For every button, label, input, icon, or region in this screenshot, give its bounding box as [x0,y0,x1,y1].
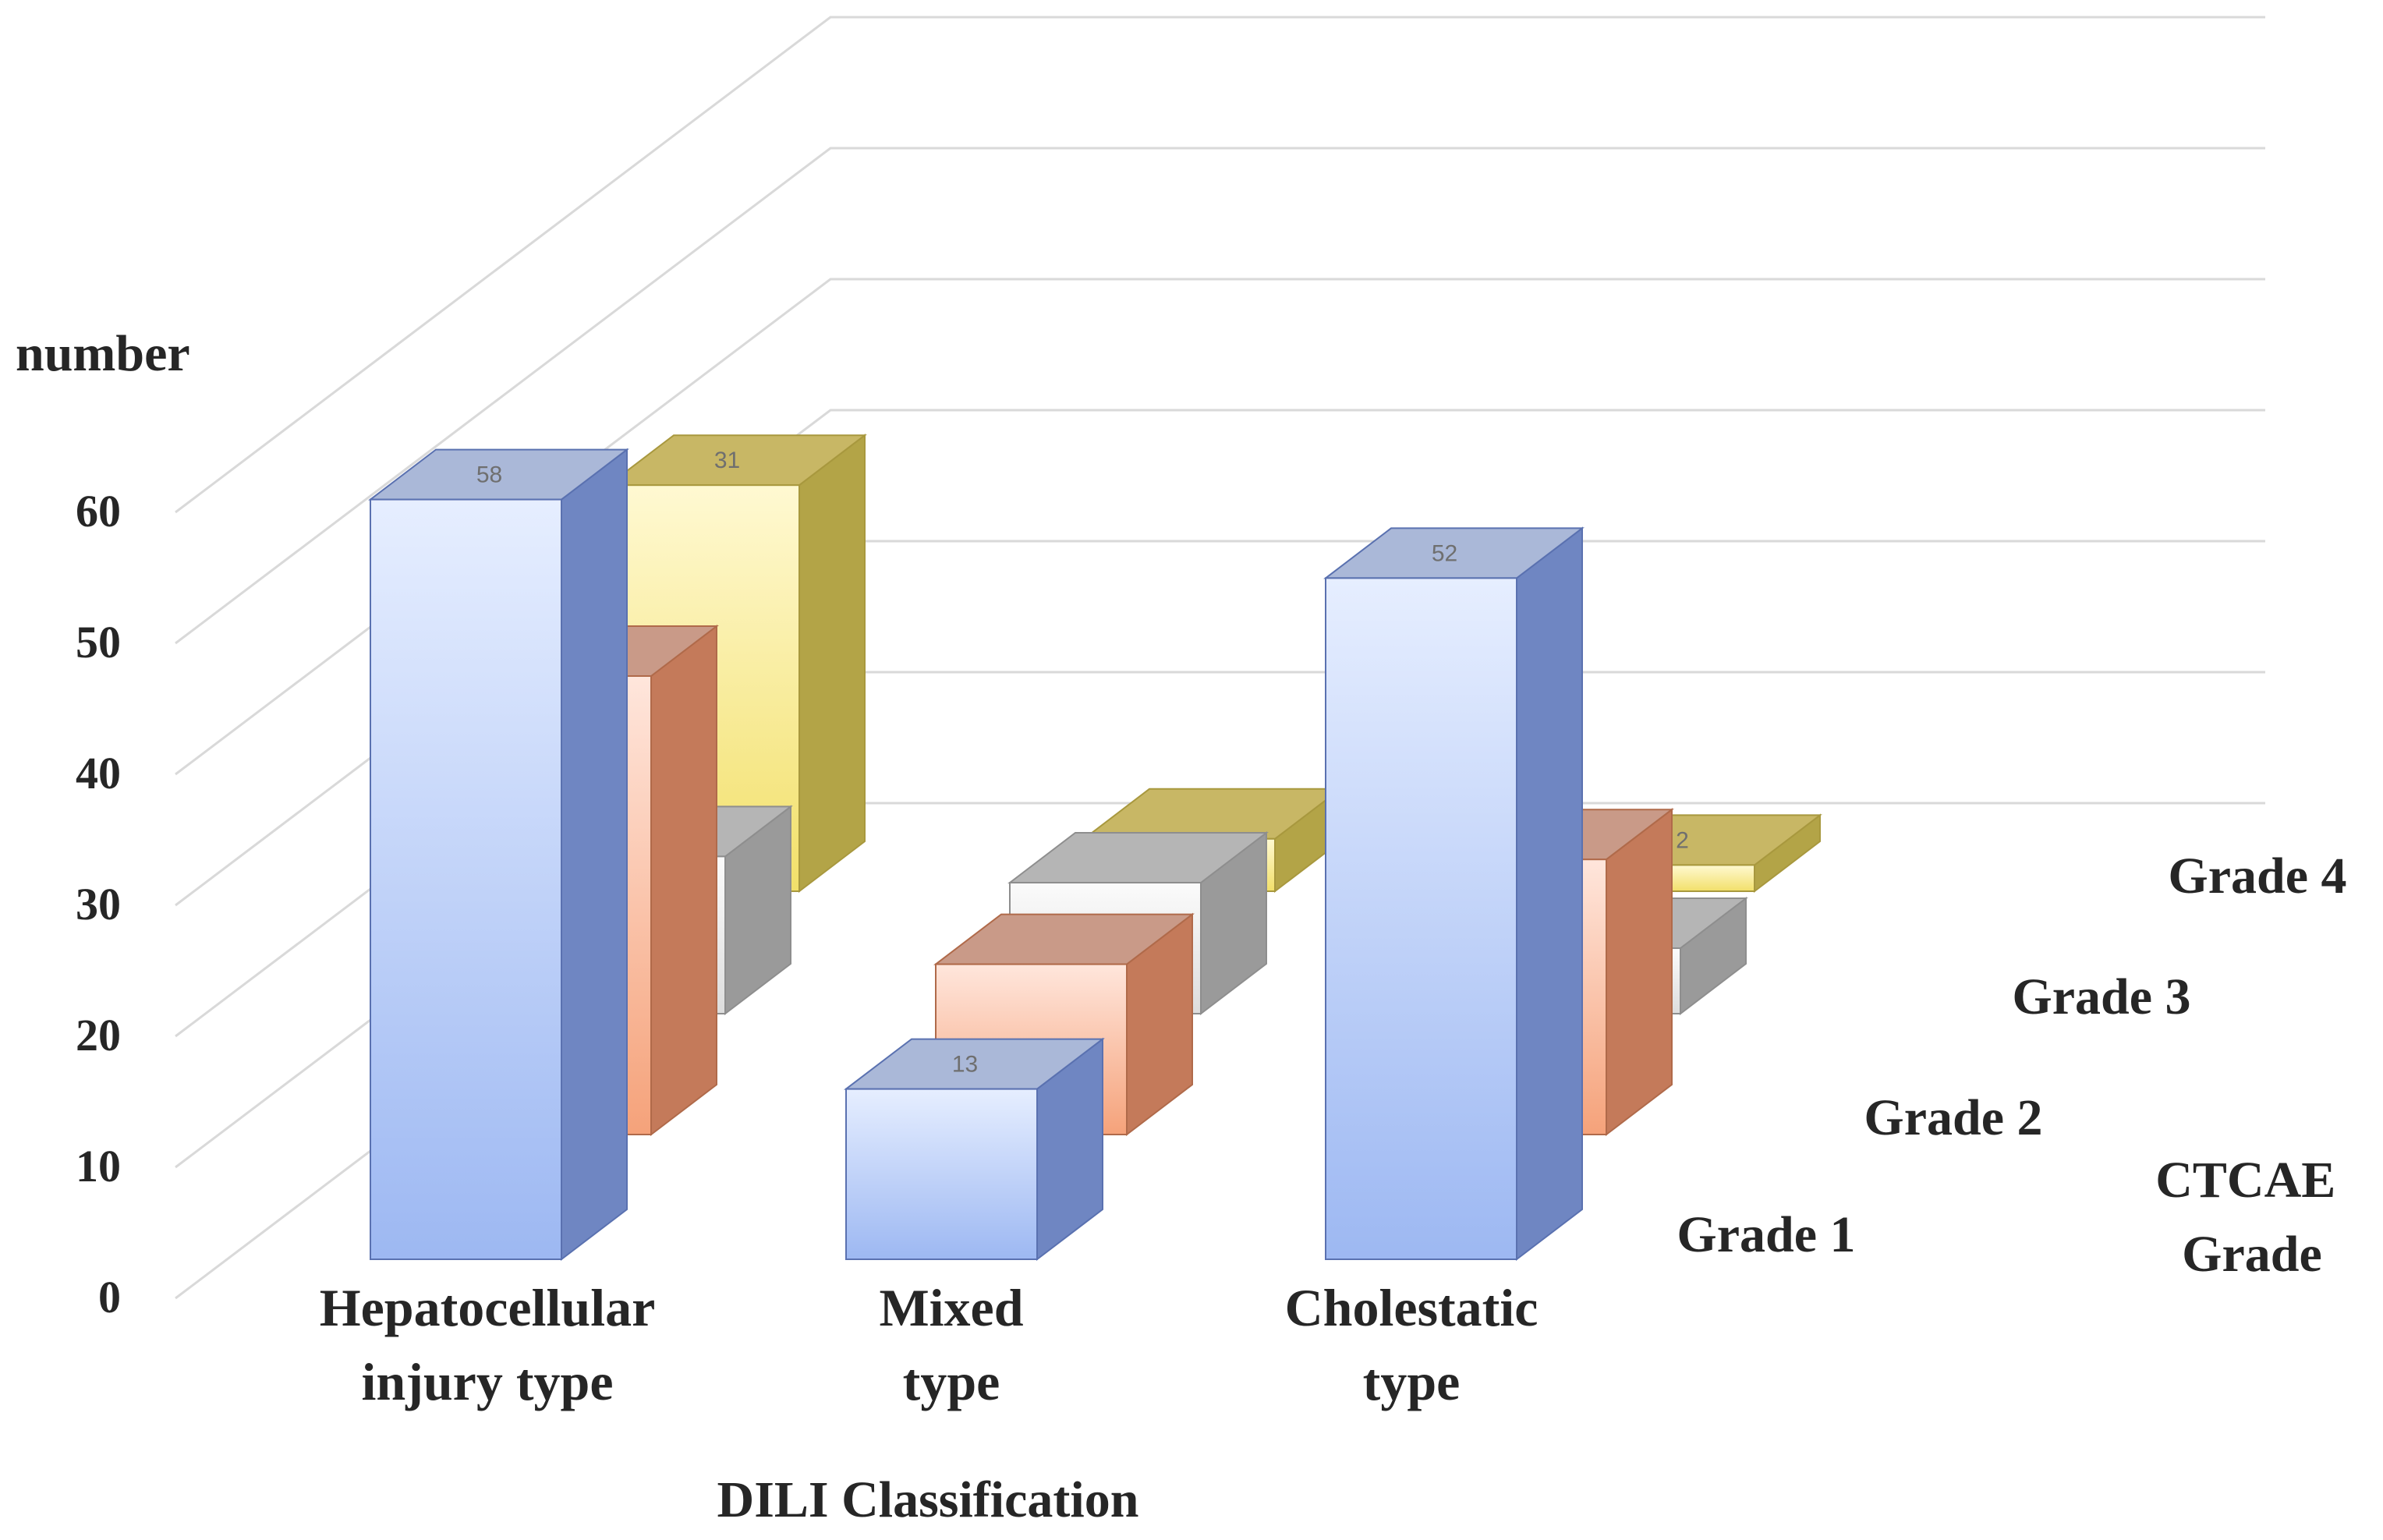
bar-side [650,624,717,1137]
bar-grade-1-mixed-type: 13 [844,1037,1105,1262]
bar-grade-1-cholestatic-type: 52 [1323,526,1585,1262]
y-tick-label: 30 [76,879,121,929]
y-axis-ticks: 0 10 20 30 40 50 60 [76,486,121,1322]
y-tick-label: 10 [76,1141,121,1191]
bar-side [798,434,866,894]
data-label: 2 [1676,827,1689,853]
bar-front [1325,577,1517,1260]
data-label: 13 [952,1052,978,1078]
y-tick-label: 20 [76,1010,121,1060]
gridline [175,16,2265,514]
category-labels: Hepatocellular injury type Mixed type Choles… [320,1278,1539,1411]
data-label: 58 [476,462,502,488]
gridline [175,147,2265,645]
series-labels: Grade 1 Grade 2 Grade 3 Grade 4 [1677,848,2346,1263]
data-label: 52 [1432,540,1457,566]
category-label-mixed-type: Mixed type [879,1278,1023,1411]
bar-side [1606,808,1673,1137]
bar-side [1516,526,1583,1262]
z-axis-title: CTCAE Grade [2155,1152,2349,1283]
series-label-grade-1: Grade 1 [1677,1206,1855,1263]
bar-front [370,498,562,1260]
series-label-grade-3: Grade 3 [2012,968,2190,1025]
bar-side [561,448,628,1262]
y-axis-title: number [16,325,190,382]
series-label-grade-2: Grade 2 [1864,1089,2042,1146]
x-axis-title: DILI Classification [717,1471,1139,1528]
data-label: 31 [714,448,740,473]
y-tick-label: 60 [76,486,121,536]
y-tick-label: 0 [98,1272,121,1322]
category-label-cholestatic-type: Cholestatic type [1285,1278,1539,1411]
series-label-grade-4: Grade 4 [2168,848,2346,905]
bar-front [845,1088,1038,1260]
y-tick-label: 40 [76,748,121,798]
bars: 3124581352 [368,434,1822,1262]
bar-grade-1-hepatocellular-injury-type: 58 [368,448,629,1262]
category-label-hepatocellular-injury-type: Hepatocellular injury type [320,1278,656,1411]
y-tick-label: 50 [76,617,121,667]
